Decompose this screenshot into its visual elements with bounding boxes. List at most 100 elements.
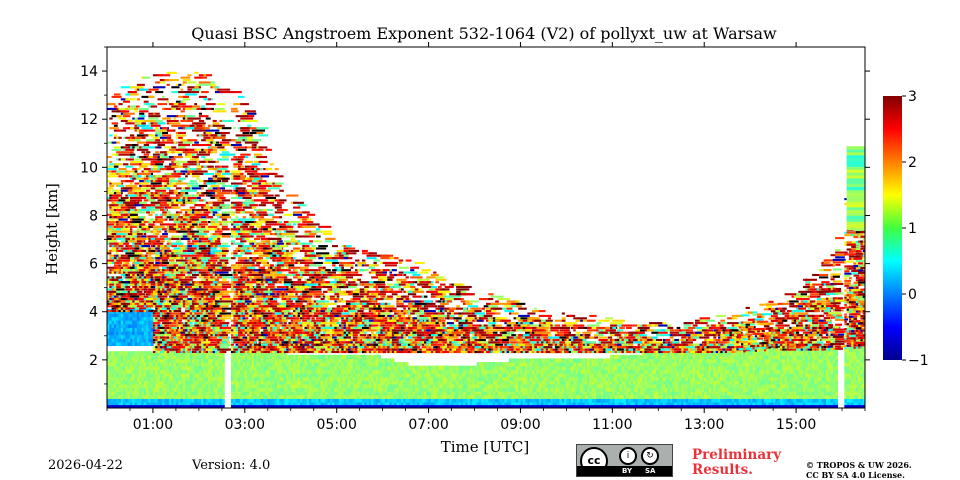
heatmap-cell-boundary-layer [109, 390, 113, 396]
heatmap-cell-boundary-layer [139, 390, 143, 396]
heatmap-cell-lofted [191, 310, 197, 313]
heatmap-cell-boundary-layer [279, 394, 283, 399]
heatmap-cell-lofted [150, 247, 155, 250]
heatmap-cell-lofted [175, 307, 180, 310]
heatmap-cell-boundary-layer [113, 398, 117, 403]
heatmap-cell-lofted [146, 293, 151, 296]
heatmap-cell-lofted [198, 115, 209, 118]
heatmap-cell-surface [146, 405, 149, 408]
heatmap-cell-lofted [155, 278, 161, 281]
heatmap-cell-lofted [123, 100, 130, 103]
heatmap-cell-lofted [113, 124, 118, 127]
heatmap-cell-lofted [221, 343, 231, 346]
heatmap-cell-boundary-layer [120, 358, 124, 363]
heatmap-cell-lofted [279, 322, 283, 325]
heatmap-cell-lofted [263, 204, 266, 207]
heatmap-cell-lofted [139, 264, 148, 267]
heatmap-cell-boundary-layer [256, 380, 260, 385]
heatmap-cell-boundary-layer [265, 354, 269, 360]
heatmap-cell-boundary-layer [175, 354, 179, 360]
heatmap-cell-lofted [194, 338, 198, 342]
heatmap-cell-lofted [214, 254, 218, 257]
heatmap-cell-boundary-layer [157, 401, 161, 407]
heatmap-cell-lofted [123, 249, 128, 252]
heatmap-cell-boundary-layer [247, 383, 251, 389]
heatmap-cell-boundary-layer [169, 365, 172, 371]
heatmap-cell-lofted [150, 281, 158, 284]
heatmap-cell-lofted [244, 293, 254, 296]
heatmap-cell-lofted [187, 160, 201, 163]
heatmap-cell-aerosol-layer [118, 312, 122, 318]
heatmap-cell-lofted [185, 293, 189, 296]
heatmap-cell-boundary-layer [217, 354, 221, 360]
heatmap-cell-boundary-layer [274, 358, 278, 363]
heatmap-cell-boundary-layer [113, 390, 117, 396]
heatmap-cell-lofted [113, 245, 118, 248]
heatmap-cell-boundary-layer [107, 394, 110, 399]
heatmap-cell-lofted [134, 266, 138, 269]
heatmap-cell-boundary-layer [178, 362, 182, 367]
heatmap-cell-lofted [175, 283, 181, 286]
heatmap-cell-lofted [164, 319, 170, 322]
heatmap-cell-boundary-layer [107, 376, 110, 381]
heatmap-cell-lofted [169, 129, 174, 132]
heatmap-cell-boundary-layer [219, 390, 223, 396]
heatmap-cell-lofted [134, 139, 141, 142]
heatmap-cell-lofted [180, 254, 193, 257]
heatmap-cell-lofted [120, 259, 125, 262]
heatmap-cell-lofted [129, 93, 139, 96]
heatmap-cell-boundary-layer [258, 354, 262, 360]
heatmap-cell-aerosol-layer [136, 312, 140, 318]
heatmap-cell-lofted [155, 206, 161, 209]
heatmap-cell-lofted [166, 172, 175, 175]
heatmap-cell-boundary-layer [219, 376, 223, 381]
heatmap-cell-boundary-layer [256, 365, 260, 371]
heatmap-cell-lofted [187, 117, 201, 120]
heatmap-cell-lofted [123, 112, 135, 115]
heatmap-cell-lofted [256, 259, 266, 262]
heatmap-cell-boundary-layer [198, 387, 202, 392]
heatmap-cell-boundary-layer [242, 362, 246, 367]
heatmap-cell-lofted [267, 237, 282, 240]
heatmap-cell-aerosol-layer [148, 323, 152, 328]
heatmap-cell-lofted [141, 151, 146, 154]
heatmap-cell-lofted [173, 235, 183, 238]
heatmap-cell-lofted [180, 208, 193, 212]
heatmap-cell-lofted [109, 172, 117, 175]
heatmap-cell-boundary-layer [152, 358, 156, 363]
heatmap-cell-aerosol-layer [141, 334, 145, 339]
heatmap-cell-lofted [125, 204, 129, 207]
heatmap-cell-lofted [256, 278, 270, 281]
heatmap-cell-lofted [182, 314, 187, 317]
heatmap-cell-boundary-layer [159, 387, 163, 392]
heatmap-cell-boundary-layer [139, 394, 143, 399]
heatmap-cell-boundary-layer [136, 365, 140, 371]
heatmap-cell-lofted [249, 233, 261, 236]
heatmap-cell-boundary-layer [217, 380, 221, 385]
heatmap-cell-lofted [270, 257, 274, 260]
heatmap-cell-boundary-layer [127, 358, 131, 363]
heatmap-cell-lofted [251, 310, 255, 313]
heatmap-cell-lofted [217, 192, 231, 195]
heatmap-cell-lofted [185, 331, 189, 334]
heatmap-cell-lofted [111, 247, 118, 250]
heatmap-cell-lofted [240, 225, 246, 228]
heatmap-cell-boundary-layer [148, 376, 152, 381]
heatmap-cell-lofted [159, 81, 166, 84]
heatmap-cell-lofted [129, 105, 136, 108]
heatmap-cell-boundary-layer [166, 398, 170, 403]
heatmap-cell-lofted [256, 225, 264, 228]
heatmap-cell-lofted [267, 172, 276, 175]
heatmap-cell-boundary-layer [178, 365, 182, 371]
heatmap-cell-aerosol-layer [150, 312, 154, 318]
heatmap-cell-lofted [221, 221, 235, 224]
heatmap-cell-boundary-layer [191, 358, 195, 363]
heatmap-cell-boundary-layer [148, 372, 152, 378]
heatmap-cell-lofted [210, 254, 215, 257]
heatmap-cell-lofted [196, 295, 202, 298]
heatmap-cell-boundary-layer [194, 383, 198, 389]
heatmap-cell-lofted [173, 216, 177, 219]
heatmap-cell-boundary-layer [187, 358, 191, 363]
heatmap-cell-lofted [182, 235, 189, 238]
